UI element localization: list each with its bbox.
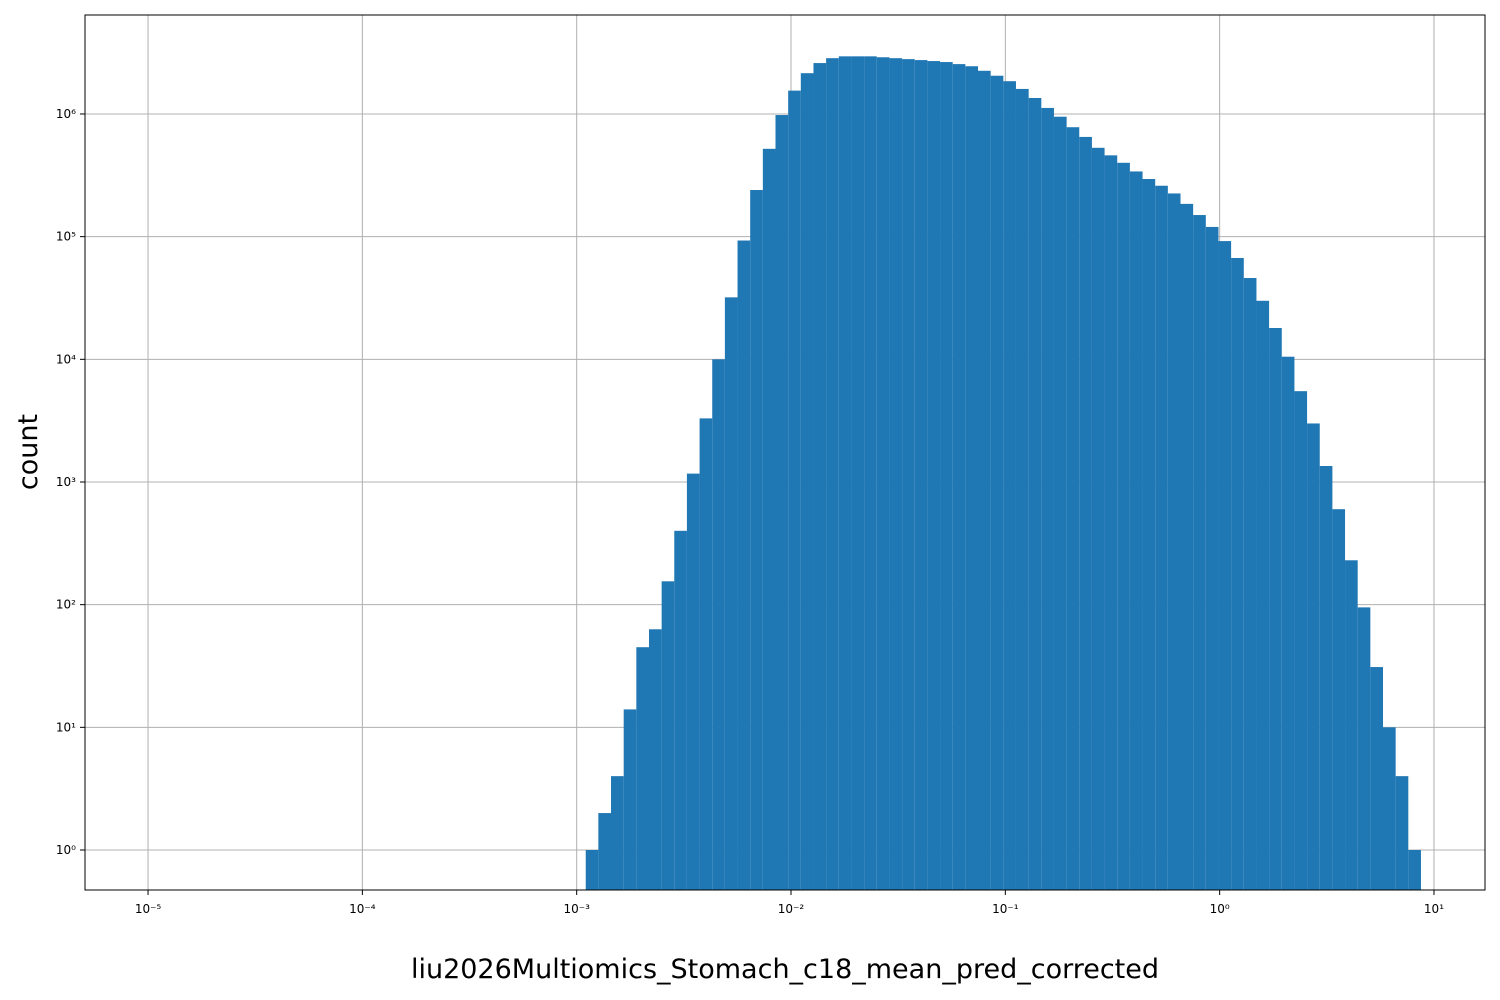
bar bbox=[1345, 560, 1358, 890]
bar bbox=[1294, 391, 1308, 890]
bar bbox=[1167, 193, 1181, 890]
bar bbox=[1142, 179, 1156, 890]
bar bbox=[598, 813, 612, 890]
bar bbox=[1383, 727, 1396, 890]
bar bbox=[1155, 185, 1168, 890]
bar bbox=[649, 629, 662, 890]
bar bbox=[1079, 136, 1092, 890]
bar bbox=[1256, 300, 1270, 890]
bar bbox=[1066, 127, 1080, 890]
bar bbox=[737, 240, 751, 890]
bar bbox=[952, 64, 966, 890]
bar bbox=[1218, 241, 1232, 890]
bar bbox=[712, 359, 725, 890]
x-axis-label: liu2026Multiomics_Stomach_c18_mean_pred_… bbox=[411, 954, 1159, 985]
bar bbox=[1370, 667, 1384, 890]
bar bbox=[1129, 171, 1143, 891]
bar bbox=[864, 56, 877, 890]
bar bbox=[1231, 257, 1244, 890]
x-tick-label: 10⁻¹ bbox=[992, 902, 1019, 916]
x-tick-label: 10⁰ bbox=[1210, 902, 1230, 916]
bar bbox=[1104, 155, 1118, 891]
bar bbox=[800, 73, 814, 891]
y-tick-label: 10⁰ bbox=[56, 843, 76, 857]
bar bbox=[965, 66, 979, 890]
bar bbox=[1243, 278, 1257, 891]
bar bbox=[775, 115, 789, 890]
x-tick-label: 10¹ bbox=[1424, 902, 1444, 916]
bar bbox=[1041, 107, 1054, 891]
plot-area bbox=[85, 15, 1485, 891]
bar bbox=[762, 148, 776, 891]
bar bbox=[851, 56, 865, 890]
y-tick-label: 10⁶ bbox=[56, 107, 76, 121]
bar bbox=[1395, 776, 1409, 890]
bar bbox=[940, 62, 953, 890]
bar bbox=[876, 57, 890, 890]
bar bbox=[1180, 203, 1194, 890]
x-tick-label: 10⁻² bbox=[778, 902, 805, 916]
bar bbox=[927, 61, 941, 891]
bar bbox=[1281, 356, 1295, 891]
bar bbox=[611, 776, 624, 890]
y-axis-label: count bbox=[13, 414, 44, 490]
bar bbox=[1269, 328, 1282, 890]
bar bbox=[914, 60, 928, 891]
x-tick-label: 10⁻⁵ bbox=[135, 902, 162, 916]
bar bbox=[724, 297, 738, 891]
bar bbox=[788, 90, 801, 890]
bar bbox=[750, 190, 763, 890]
bar bbox=[826, 58, 839, 891]
bar bbox=[674, 530, 687, 890]
y-tick-label: 10³ bbox=[56, 475, 76, 489]
bar bbox=[686, 473, 700, 890]
y-tick-label: 10² bbox=[56, 598, 76, 612]
bar bbox=[1003, 81, 1016, 890]
bar bbox=[623, 709, 637, 890]
bar bbox=[978, 70, 991, 890]
bar bbox=[990, 75, 1004, 890]
bar bbox=[699, 418, 713, 890]
bar bbox=[1205, 226, 1219, 890]
bar bbox=[636, 647, 650, 890]
bar bbox=[1028, 97, 1042, 890]
bar bbox=[813, 63, 827, 891]
y-tick-label: 10⁴ bbox=[56, 352, 76, 366]
bar bbox=[1053, 116, 1067, 891]
bar bbox=[902, 59, 915, 891]
bar bbox=[889, 58, 903, 891]
bar bbox=[661, 581, 675, 890]
y-tick-label: 10¹ bbox=[56, 720, 76, 734]
bar bbox=[838, 56, 852, 890]
bar bbox=[1408, 850, 1421, 890]
bar bbox=[1091, 147, 1105, 890]
bar bbox=[1332, 509, 1346, 890]
axes-frame bbox=[84, 14, 1486, 891]
y-tick-label: 10⁵ bbox=[56, 230, 76, 244]
x-tick-label: 10⁻³ bbox=[563, 902, 590, 916]
bar bbox=[1357, 607, 1371, 890]
bar bbox=[1015, 88, 1029, 891]
bar bbox=[1307, 423, 1320, 890]
bar bbox=[1319, 466, 1333, 890]
bar bbox=[1193, 215, 1206, 890]
bar bbox=[585, 850, 599, 890]
bar bbox=[1117, 162, 1130, 890]
x-tick-label: 10⁻⁴ bbox=[349, 902, 376, 916]
